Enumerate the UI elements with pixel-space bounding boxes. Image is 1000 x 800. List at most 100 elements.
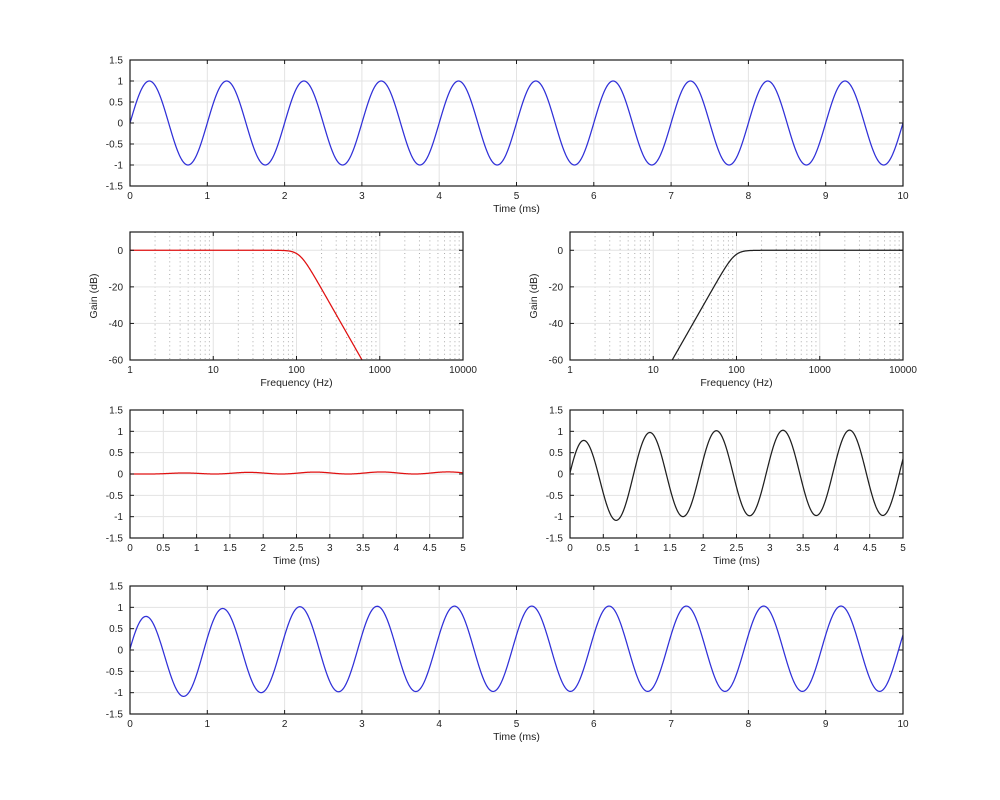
svg-text:2.5: 2.5 — [730, 543, 744, 554]
svg-text:0: 0 — [567, 543, 573, 554]
svg-text:8: 8 — [746, 191, 752, 202]
svg-text:5: 5 — [514, 191, 520, 202]
x-axis-label: Time (ms) — [493, 203, 540, 215]
svg-text:7: 7 — [668, 191, 674, 202]
tick-marks — [129, 585, 904, 715]
svg-text:1.5: 1.5 — [109, 406, 123, 417]
x-axis-label: Time (ms) — [713, 555, 760, 567]
svg-text:-1: -1 — [554, 512, 563, 523]
svg-text:1.5: 1.5 — [109, 56, 123, 67]
svg-text:0.5: 0.5 — [549, 448, 563, 459]
svg-text:100: 100 — [288, 365, 305, 376]
svg-text:2: 2 — [282, 719, 288, 730]
series-lowpass-gain — [130, 249, 363, 360]
svg-text:-20: -20 — [109, 282, 124, 293]
tick-labels: 1 10 100 1000 10000 0 -20 -40 -60 — [549, 246, 918, 376]
svg-text:2.5: 2.5 — [290, 543, 304, 554]
svg-text:1: 1 — [634, 543, 640, 554]
subplot-lowpass-output: 0 0.5 1 1.5 2 2.5 3 3.5 4 4.5 5 -1.5 -1 -0.5 0 0.5 1 1.5 T… — [106, 406, 466, 568]
svg-text:1000: 1000 — [809, 365, 832, 376]
svg-text:0: 0 — [117, 470, 123, 481]
svg-text:0: 0 — [127, 191, 133, 202]
svg-text:0: 0 — [127, 719, 133, 730]
minor-grid — [594, 232, 900, 360]
svg-text:-1.5: -1.5 — [106, 534, 124, 545]
subplot-lowpass-bode: 1 10 100 1000 10000 0 -20 -40 -60 Frequency (Hz) G… — [88, 231, 478, 389]
svg-text:-1.5: -1.5 — [106, 182, 124, 193]
svg-text:10: 10 — [208, 365, 220, 376]
series-highpass-gain — [671, 249, 903, 360]
tick-labels: 0 1 2 3 4 5 6 7 8 9 10 -1.5 -1 -0.5 0 0.5 1 1.5 — [106, 582, 909, 731]
svg-text:9: 9 — [823, 719, 829, 730]
svg-text:1000: 1000 — [369, 365, 392, 376]
subplot-input-signal: 0 1 2 3 4 5 6 7 8 9 10 -1.5 -1 -0.5 0 0.5 1 1.5 Time (ms) — [106, 56, 909, 216]
subplot-combined-output: 0 1 2 3 4 5 6 7 8 9 10 -1.5 -1 -0.5 0 0.5 1 1.5 Time (ms) — [106, 582, 909, 744]
svg-text:4: 4 — [834, 543, 840, 554]
svg-text:1: 1 — [117, 603, 123, 614]
major-grid — [130, 60, 903, 186]
svg-text:0: 0 — [557, 470, 563, 481]
svg-text:-20: -20 — [549, 282, 564, 293]
tick-labels: 0 1 2 3 4 5 6 7 8 9 10 -1.5 -1 -0.5 0 0.5 1 1.5 — [106, 56, 909, 203]
svg-text:0.5: 0.5 — [596, 543, 610, 554]
major-grid — [570, 410, 903, 538]
tick-marks — [569, 232, 904, 361]
svg-text:100: 100 — [728, 365, 745, 376]
svg-text:7: 7 — [668, 719, 674, 730]
y-axis-label: Gain (dB) — [528, 274, 540, 319]
svg-text:1: 1 — [127, 365, 133, 376]
svg-text:-60: -60 — [549, 356, 564, 367]
series-lowpass-filtered-signal — [130, 471, 463, 475]
svg-text:1: 1 — [205, 191, 211, 202]
svg-text:-0.5: -0.5 — [106, 667, 124, 678]
svg-text:-0.5: -0.5 — [546, 491, 564, 502]
svg-text:-0.5: -0.5 — [106, 140, 124, 151]
svg-text:0: 0 — [117, 646, 123, 657]
tick-marks — [129, 232, 464, 361]
svg-text:10000: 10000 — [449, 365, 477, 376]
tick-labels: 0 0.5 1 1.5 2 2.5 3 3.5 4 4.5 5 -1.5 -1 -0.5 0 0.5 1 1.5 — [546, 406, 906, 555]
y-axis-label: Gain (dB) — [88, 274, 100, 319]
svg-text:2: 2 — [260, 543, 266, 554]
tick-labels: 0 0.5 1 1.5 2 2.5 3 3.5 4 4.5 5 -1.5 -1 -0.5 0 0.5 1 1.5 — [106, 406, 466, 555]
svg-text:4.5: 4.5 — [863, 543, 877, 554]
svg-text:4: 4 — [436, 719, 442, 730]
series-input-sine — [130, 80, 903, 166]
x-axis-label: Time (ms) — [493, 731, 540, 743]
svg-text:-1: -1 — [114, 161, 123, 172]
svg-text:6: 6 — [591, 191, 597, 202]
svg-text:4: 4 — [436, 191, 442, 202]
svg-text:0.5: 0.5 — [109, 624, 123, 635]
svg-text:-1.5: -1.5 — [546, 534, 564, 545]
svg-text:1: 1 — [117, 77, 123, 88]
svg-text:0: 0 — [117, 119, 123, 130]
svg-text:3: 3 — [327, 543, 333, 554]
svg-text:8: 8 — [746, 719, 752, 730]
svg-text:5: 5 — [900, 543, 906, 554]
svg-text:0: 0 — [117, 246, 123, 257]
series-combined-filtered-signal — [130, 605, 903, 697]
svg-text:10: 10 — [897, 191, 909, 202]
svg-text:1.5: 1.5 — [549, 406, 563, 417]
svg-text:2: 2 — [700, 543, 706, 554]
svg-text:-0.5: -0.5 — [106, 491, 124, 502]
svg-text:3: 3 — [359, 191, 365, 202]
svg-text:1.5: 1.5 — [223, 543, 237, 554]
tick-marks — [129, 59, 904, 187]
minor-grid — [154, 232, 460, 360]
svg-text:1: 1 — [567, 365, 573, 376]
svg-text:0.5: 0.5 — [156, 543, 170, 554]
series-highpass-filtered-signal — [570, 429, 903, 521]
svg-text:1.5: 1.5 — [663, 543, 677, 554]
tick-labels: 1 10 100 1000 10000 0 -20 -40 -60 — [109, 246, 478, 376]
svg-text:10000: 10000 — [889, 365, 917, 376]
svg-text:3.5: 3.5 — [356, 543, 370, 554]
subplot-highpass-bode: 1 10 100 1000 10000 0 -20 -40 -60 Frequency (Hz) G… — [528, 231, 918, 389]
svg-text:-40: -40 — [549, 319, 564, 330]
svg-text:3: 3 — [767, 543, 773, 554]
svg-text:-1.5: -1.5 — [106, 710, 124, 721]
svg-text:1: 1 — [194, 543, 200, 554]
svg-text:2: 2 — [282, 191, 288, 202]
